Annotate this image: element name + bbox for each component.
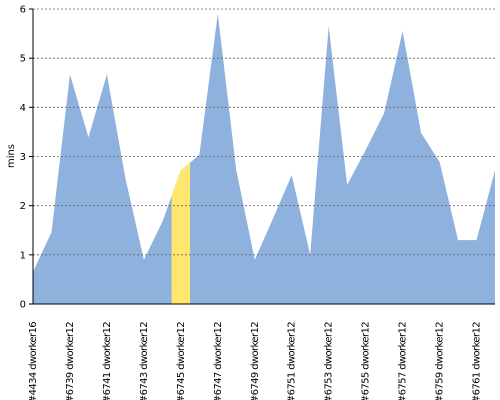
x-tick-label: #6761 dworker12 [472,322,483,400]
x-tick-label: #6755 dworker12 [361,322,372,400]
y-tick-label: 1 [20,250,26,261]
y-tick-label: 5 [20,54,26,65]
y-axis-label: mins [6,144,17,168]
y-tick-label: 2 [20,201,26,212]
x-tick-label: #6757 dworker12 [398,322,409,400]
x-tick-label: #6743 dworker12 [139,322,150,400]
x-tick-label: #6747 dworker12 [213,322,224,400]
x-tick-label: #4434 dworker16 [28,322,39,400]
x-tick-label: #6753 dworker12 [324,322,335,400]
x-tick-label: #6741 dworker12 [102,322,113,400]
highlight [171,162,191,304]
y-tick-label: 4 [20,103,26,114]
x-tick-label: #6739 dworker12 [65,322,76,400]
y-tick-label: 0 [20,300,26,311]
y-tick-label: 6 [20,5,26,16]
x-tick-label: #6751 dworker12 [287,322,298,400]
area [33,13,495,305]
x-tick-label: #6749 dworker12 [250,322,261,400]
x-tick-label: #6759 dworker12 [435,322,446,400]
x-tick-label: #6745 dworker12 [176,322,187,400]
y-tick-label: 3 [20,152,26,163]
